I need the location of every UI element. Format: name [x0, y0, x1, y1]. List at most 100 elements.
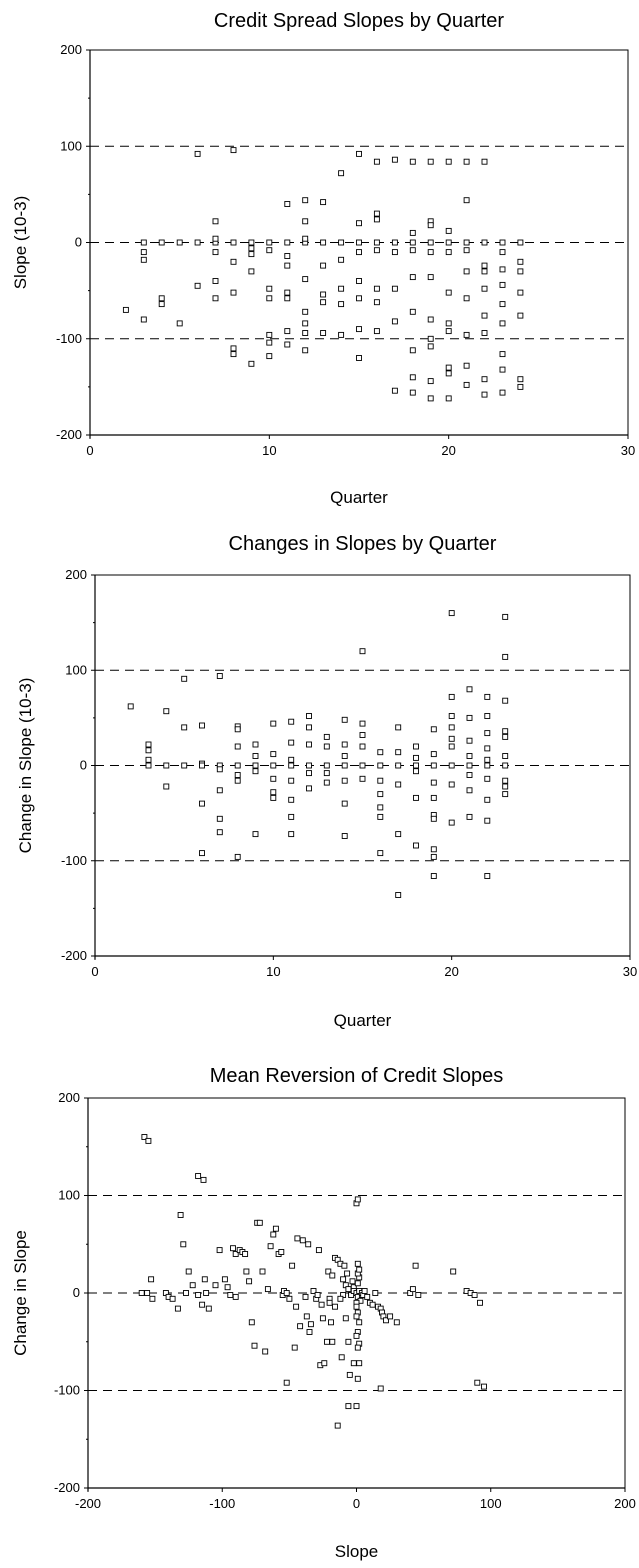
- data-point: [499, 266, 506, 273]
- data-point: [474, 1379, 481, 1386]
- data-point: [466, 737, 473, 744]
- data-point: [216, 673, 223, 679]
- data-point: [502, 697, 509, 704]
- data-point: [284, 295, 291, 302]
- data-point: [256, 1219, 263, 1226]
- data-point: [356, 150, 362, 157]
- data-point: [377, 762, 384, 769]
- data-point: [338, 1354, 345, 1361]
- data-point: [391, 239, 398, 246]
- data-point: [409, 308, 416, 315]
- data-point: [284, 289, 291, 296]
- data-point: [377, 813, 384, 820]
- data-point: [302, 235, 309, 242]
- x-tick-label: 20: [444, 964, 458, 979]
- data-point: [377, 777, 384, 784]
- data-point: [466, 772, 473, 778]
- data-point: [272, 1225, 279, 1232]
- data-point: [302, 330, 309, 336]
- data-point: [306, 1329, 313, 1335]
- data-point: [448, 781, 455, 788]
- data-point: [340, 1276, 347, 1283]
- data-point: [517, 383, 524, 390]
- data-point: [345, 1286, 352, 1293]
- data-point: [266, 339, 273, 346]
- data-point: [409, 239, 416, 246]
- data-point: [329, 1338, 336, 1345]
- data-point: [356, 278, 362, 284]
- data-point: [338, 170, 345, 177]
- data-point: [266, 239, 273, 246]
- data-point: [413, 762, 419, 769]
- y-tick-label: 200: [65, 567, 87, 582]
- data-point: [320, 299, 327, 306]
- data-point: [216, 829, 223, 836]
- data-point: [373, 328, 380, 335]
- data-point: [373, 239, 380, 246]
- y-tick-label: -200: [54, 1480, 80, 1495]
- data-point: [395, 781, 402, 788]
- data-point: [252, 831, 259, 838]
- data-point: [361, 1288, 368, 1294]
- data-point: [320, 239, 327, 246]
- data-point: [341, 716, 348, 723]
- data-point: [356, 1266, 363, 1273]
- data-point: [181, 724, 188, 731]
- data-point: [502, 791, 509, 798]
- data-point: [242, 1251, 249, 1257]
- data-point: [430, 751, 437, 758]
- data-point: [324, 1338, 330, 1345]
- data-point: [203, 1290, 210, 1296]
- data-point: [232, 1293, 239, 1300]
- data-point: [445, 158, 452, 165]
- y-axis-label: Change in Slope (10-3): [16, 678, 35, 854]
- data-point: [499, 389, 506, 396]
- data-point: [306, 713, 312, 719]
- data-point: [267, 1243, 274, 1250]
- data-point: [499, 351, 506, 358]
- data-point: [145, 747, 152, 754]
- data-point: [463, 331, 470, 338]
- data-point: [354, 1280, 361, 1287]
- data-point: [299, 1237, 306, 1244]
- data-point: [413, 754, 419, 761]
- data-point: [195, 1173, 202, 1179]
- data-point: [329, 1272, 336, 1279]
- data-point: [373, 285, 380, 292]
- data-point: [288, 718, 295, 725]
- data-point: [270, 789, 277, 796]
- data-point: [413, 842, 419, 849]
- data-point: [194, 150, 201, 157]
- data-point: [302, 197, 309, 204]
- data-point: [140, 256, 147, 263]
- data-point: [284, 239, 291, 246]
- data-point: [373, 158, 380, 165]
- data-point: [342, 1315, 349, 1322]
- data-point: [266, 331, 273, 338]
- data-point: [199, 762, 205, 769]
- data-point: [212, 1282, 219, 1289]
- data-point: [270, 775, 277, 782]
- data-point: [323, 779, 330, 786]
- data-point: [323, 770, 330, 777]
- data-point: [502, 613, 509, 620]
- data-point: [430, 873, 437, 879]
- data-point: [445, 239, 452, 246]
- data-point: [140, 316, 147, 323]
- data-point: [270, 1231, 277, 1238]
- data-point: [314, 1292, 321, 1298]
- data-point: [248, 268, 255, 275]
- x-axis-label: Quarter: [334, 1011, 392, 1030]
- data-point: [293, 1303, 300, 1310]
- data-point: [353, 1403, 360, 1410]
- data-point: [502, 728, 509, 735]
- data-point: [284, 328, 291, 335]
- data-point: [448, 762, 455, 769]
- x-tick-label: 10: [262, 443, 276, 458]
- data-point: [517, 376, 524, 383]
- data-point: [145, 1137, 152, 1144]
- y-tick-label: 100: [58, 1188, 80, 1203]
- data-point: [252, 753, 259, 759]
- data-point: [466, 813, 473, 820]
